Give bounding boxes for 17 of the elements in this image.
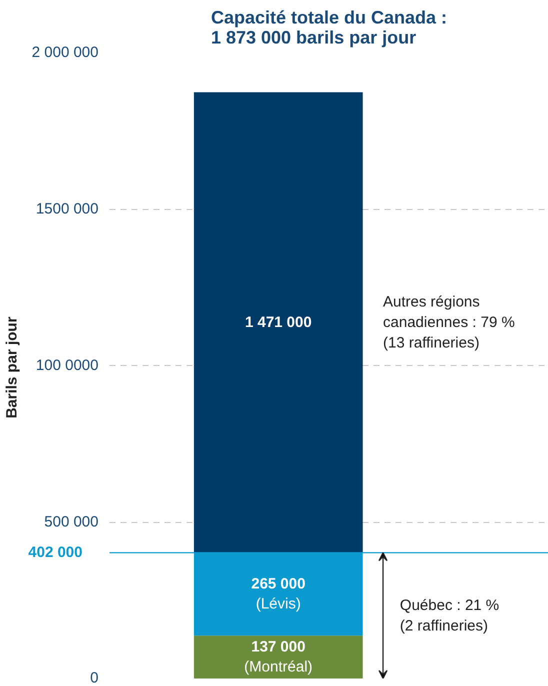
- annotation: Autres régions canadiennes : 79 % (13 raffineries): [383, 294, 515, 352]
- series-label: (Lévis): [256, 596, 301, 613]
- data-label: 1 471 000: [244, 314, 312, 331]
- y-tick-label: 500 000: [44, 514, 99, 530]
- bar: [194, 92, 363, 553]
- series-label: (Montréal): [244, 658, 313, 676]
- y-tick-label: 1500 000: [36, 200, 99, 218]
- y-tick-label: 0: [90, 670, 98, 686]
- y-tick-label: 2 000 000: [32, 44, 99, 61]
- y-axis-title: Barils par jour: [3, 316, 20, 418]
- ref-line-label: 402 000: [28, 544, 83, 562]
- y-tick-label: 100 0000: [36, 357, 99, 374]
- bar: [194, 636, 363, 678]
- chart-title: Capacité totale du Canada : 1 873 000 barils par jour: [210, 8, 448, 48]
- annotation: Québec : 21 % (2 raffineries): [400, 596, 500, 634]
- data-label: 137 000: [251, 638, 306, 656]
- data-label: 265 000: [251, 576, 306, 593]
